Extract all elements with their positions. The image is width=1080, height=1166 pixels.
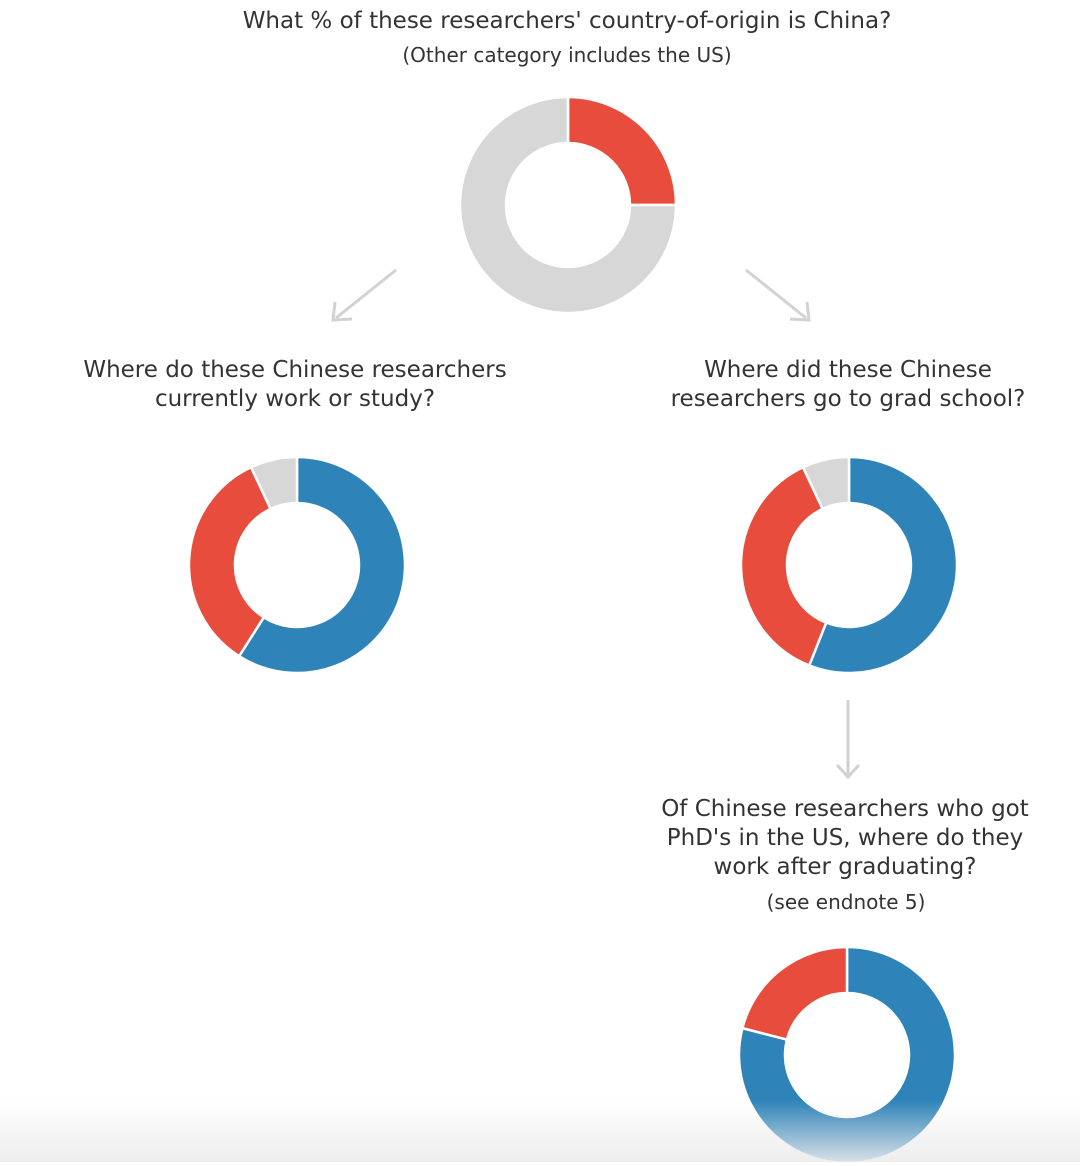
donut-chart-after-us-phd xyxy=(737,945,957,1165)
donut-chart-country-of-origin xyxy=(458,95,678,315)
chart-2-title-line-2: currently work or study? xyxy=(155,386,435,412)
chart-4-subtitle: (see endnote 5) xyxy=(767,890,926,914)
chart-1-subtitle: (Other category includes the US) xyxy=(402,43,731,67)
donut-chart-current-work xyxy=(187,455,407,675)
donut-1-slice-1 xyxy=(566,95,678,207)
donut-chart-grad-school xyxy=(739,455,959,675)
arrow-down-left xyxy=(331,268,397,322)
donut-3-slice-2 xyxy=(739,465,828,668)
donut-2-slice-1 xyxy=(237,455,407,675)
arrow-down xyxy=(835,700,861,780)
chart-2-title-line-1: Where do these Chinese researchers xyxy=(83,357,506,383)
chart-3-title-line-1: Where did these Chinese xyxy=(704,357,992,383)
donut-2-slice-3 xyxy=(249,455,299,511)
chart-4-title-line-2: PhD's in the US, where do they xyxy=(667,825,1023,851)
chart-4-title-line-1: Of Chinese researchers who got xyxy=(661,796,1029,822)
donut-4-slice-2 xyxy=(740,945,849,1042)
chart-3-title-line-2: researchers go to grad school? xyxy=(671,386,1026,412)
donut-3-slice-3 xyxy=(801,455,851,511)
donut-1-slice-2 xyxy=(458,95,678,315)
chart-4-title-line-3: work after graduating? xyxy=(714,854,977,880)
chart-1-title: What % of these researchers' country-of-… xyxy=(243,8,892,34)
arrow-down-right xyxy=(745,268,811,322)
donut-2-slice-2 xyxy=(187,465,273,658)
donut-3-slice-1 xyxy=(807,455,959,675)
